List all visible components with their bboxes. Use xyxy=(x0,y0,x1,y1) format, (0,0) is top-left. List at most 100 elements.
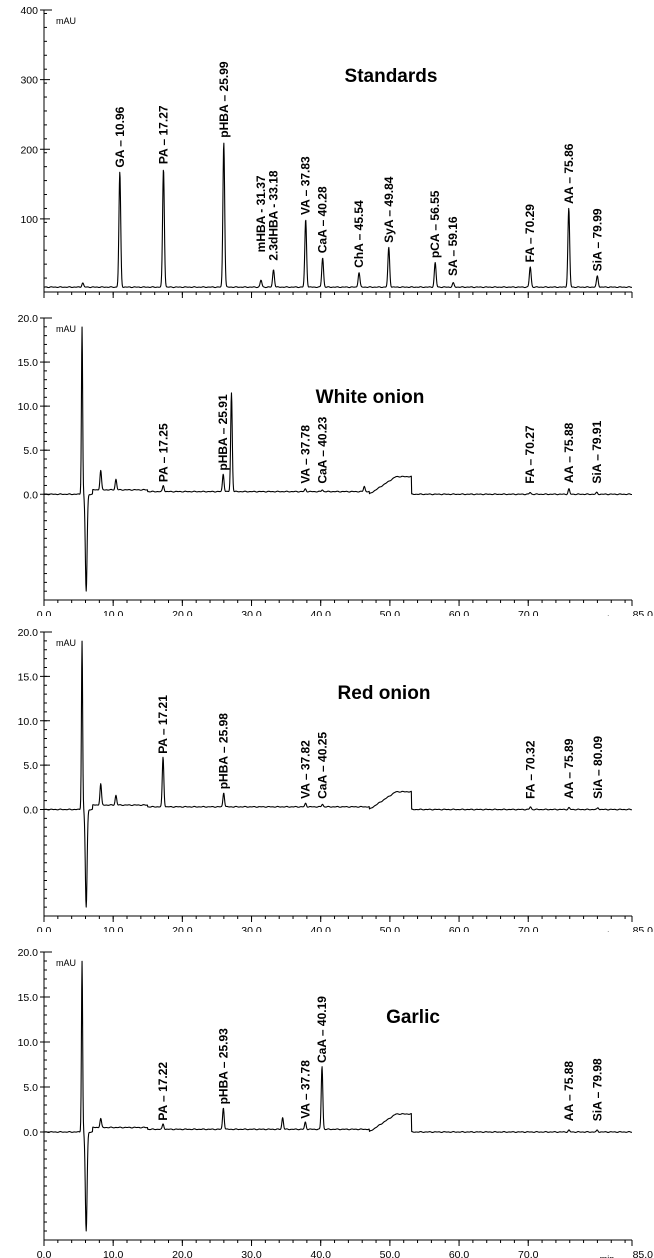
x-tick-label: 85.0 xyxy=(633,609,654,616)
y-tick-label: 300 xyxy=(20,75,38,87)
x-tick-label: 10.0 xyxy=(103,1249,124,1258)
peak-label: VA – 37.83 xyxy=(299,156,313,215)
y-tick-label: 0.0 xyxy=(23,489,38,501)
chart-panel: 100200300400mAU0.010.020.030.040.050.060… xyxy=(20,5,633,298)
peak-label: CaA – 40.23 xyxy=(315,416,329,483)
peak-label: pHBA – 25.93 xyxy=(216,1028,230,1105)
peak-label: mHBA - 31.37 xyxy=(254,175,268,252)
panel-title: Red onion xyxy=(338,683,431,704)
panel-title: Standards xyxy=(345,66,438,87)
y-tick-label: 10.0 xyxy=(18,1037,39,1049)
x-tick-label: 70.0 xyxy=(518,1249,539,1258)
y-unit-label: mAU xyxy=(56,16,76,26)
y-tick-label: 5.0 xyxy=(23,445,38,457)
chart-panel: 0.0 5.0 10.0 15.0 20.0 mAU 0.0 10.0 20.0 30.0 40.0… xyxy=(18,313,654,616)
chromatogram-trace xyxy=(43,960,633,1232)
x-tick-label: 40.0 xyxy=(310,609,331,616)
x-tick-label: 20.0 xyxy=(172,609,193,616)
chart-panel: 0.0 5.0 10.0 15.0 20.0 mAU 0.0 10.0 20.0 30.0 40.0… xyxy=(18,627,654,932)
x-unit-label: min xyxy=(600,1254,615,1258)
peak-label: SiA – 79.91 xyxy=(590,420,604,483)
peak-label: ChA – 45.54 xyxy=(352,200,366,268)
peak-label: FA – 70.29 xyxy=(523,204,537,263)
y-unit-label: mAU xyxy=(56,324,76,334)
peak-label: FA – 70.32 xyxy=(523,740,537,799)
x-tick-label: 20.0 xyxy=(172,925,193,932)
chromatogram-trace xyxy=(43,142,633,289)
x-tick-label: 0.0 xyxy=(37,925,52,932)
x-tick-label: 40.0 xyxy=(310,925,331,932)
x-tick-label: 60.0 xyxy=(449,1249,470,1258)
peak-label: SiA – 79.99 xyxy=(590,208,604,271)
peak-label: VA – 37.78 xyxy=(298,1060,312,1119)
y-tick-label: 400 xyxy=(20,5,38,17)
peak-label: AA – 75.89 xyxy=(562,738,576,799)
peak-label: PA – 17.22 xyxy=(156,1062,170,1121)
peak-label: pHBA – 25.99 xyxy=(217,61,231,138)
x-tick-label: 10.0 xyxy=(103,925,124,932)
peak-label: pCA – 56.55 xyxy=(428,190,442,258)
y-tick-label: 20.0 xyxy=(18,627,39,639)
x-tick-label: 70.0 xyxy=(518,925,539,932)
peak-label: CaA – 40.19 xyxy=(315,996,329,1063)
peak-label: SyA – 49.84 xyxy=(382,176,396,243)
y-tick-label: 15.0 xyxy=(18,992,39,1004)
y-tick-label: 20.0 xyxy=(18,947,39,959)
x-tick-label: 0.0 xyxy=(37,609,52,616)
x-tick-label: 0.0 xyxy=(37,1249,52,1258)
x-tick-label: 85.0 xyxy=(633,1249,654,1258)
x-tick-label: 70.0 xyxy=(518,609,539,616)
peak-label: 2.3dHBA - 33.18 xyxy=(267,170,281,261)
peak-label: pHBA – 25.91 xyxy=(216,394,230,471)
peak-label: SiA – 80.09 xyxy=(591,736,605,799)
x-tick-label: 30.0 xyxy=(241,609,262,616)
y-tick-label: 15.0 xyxy=(18,357,39,369)
peak-label: VA – 37.82 xyxy=(299,740,313,799)
x-tick-label: 40.0 xyxy=(310,1249,331,1258)
y-tick-label: 20.0 xyxy=(18,313,39,325)
peak-label: SA – 59.16 xyxy=(446,216,460,276)
chromatogram-trace xyxy=(43,640,633,908)
peak-label: PA – 17.21 xyxy=(156,695,170,754)
peak-label: FA – 70.27 xyxy=(523,425,537,484)
x-tick-label: 30.0 xyxy=(241,1249,262,1258)
chart-panel: 0.0 5.0 10.0 15.0 20.0 mAU 0.0 10.0 20.0 30.0 40.0… xyxy=(18,947,654,1258)
y-unit-label: mAU xyxy=(56,638,76,648)
x-tick-label: 85.0 xyxy=(633,925,654,932)
peak-label: CaA – 40.28 xyxy=(316,186,330,253)
peak-label: PA – 17.27 xyxy=(156,105,170,164)
peak-label: pHBA – 25.98 xyxy=(217,713,231,790)
y-tick-label: 200 xyxy=(20,144,38,156)
y-unit-label: mAU xyxy=(56,958,76,968)
peak-label: SiA – 79.98 xyxy=(590,1058,604,1121)
x-tick-label: 30.0 xyxy=(241,925,262,932)
peak-label: VA – 37.78 xyxy=(298,425,312,484)
peak-label: CaA – 40.25 xyxy=(315,732,329,799)
y-tick-label: 10.0 xyxy=(18,401,39,413)
peak-label: AA – 75.88 xyxy=(562,1061,576,1122)
x-tick-label: 50.0 xyxy=(380,925,401,932)
panel-title: White onion xyxy=(316,387,425,408)
x-tick-label: 10.0 xyxy=(103,609,124,616)
x-unit-label: min xyxy=(600,930,615,932)
y-tick-label: 0.0 xyxy=(23,805,38,817)
y-tick-label: 5.0 xyxy=(23,1082,38,1094)
y-tick-label: 0.0 xyxy=(23,1127,38,1139)
x-tick-label: 50.0 xyxy=(380,609,401,616)
peak-label: AA – 75.88 xyxy=(562,422,576,483)
y-tick-label: 15.0 xyxy=(18,671,39,683)
peak-label: AA – 75.86 xyxy=(562,143,576,204)
x-tick-label: 50.0 xyxy=(380,1249,401,1258)
x-unit-label: min xyxy=(600,614,615,616)
y-tick-label: 10.0 xyxy=(18,716,39,728)
chromatogram-trace xyxy=(43,326,633,592)
x-tick-label: 20.0 xyxy=(172,1249,193,1258)
peak-label: GA – 10.96 xyxy=(113,106,127,167)
panel-title: Garlic xyxy=(386,1007,440,1028)
y-tick-label: 5.0 xyxy=(23,760,38,772)
x-tick-label: 60.0 xyxy=(449,609,470,616)
y-tick-label: 100 xyxy=(20,214,38,226)
x-tick-label: 60.0 xyxy=(449,925,470,932)
peak-label: PA – 17.25 xyxy=(156,423,170,482)
